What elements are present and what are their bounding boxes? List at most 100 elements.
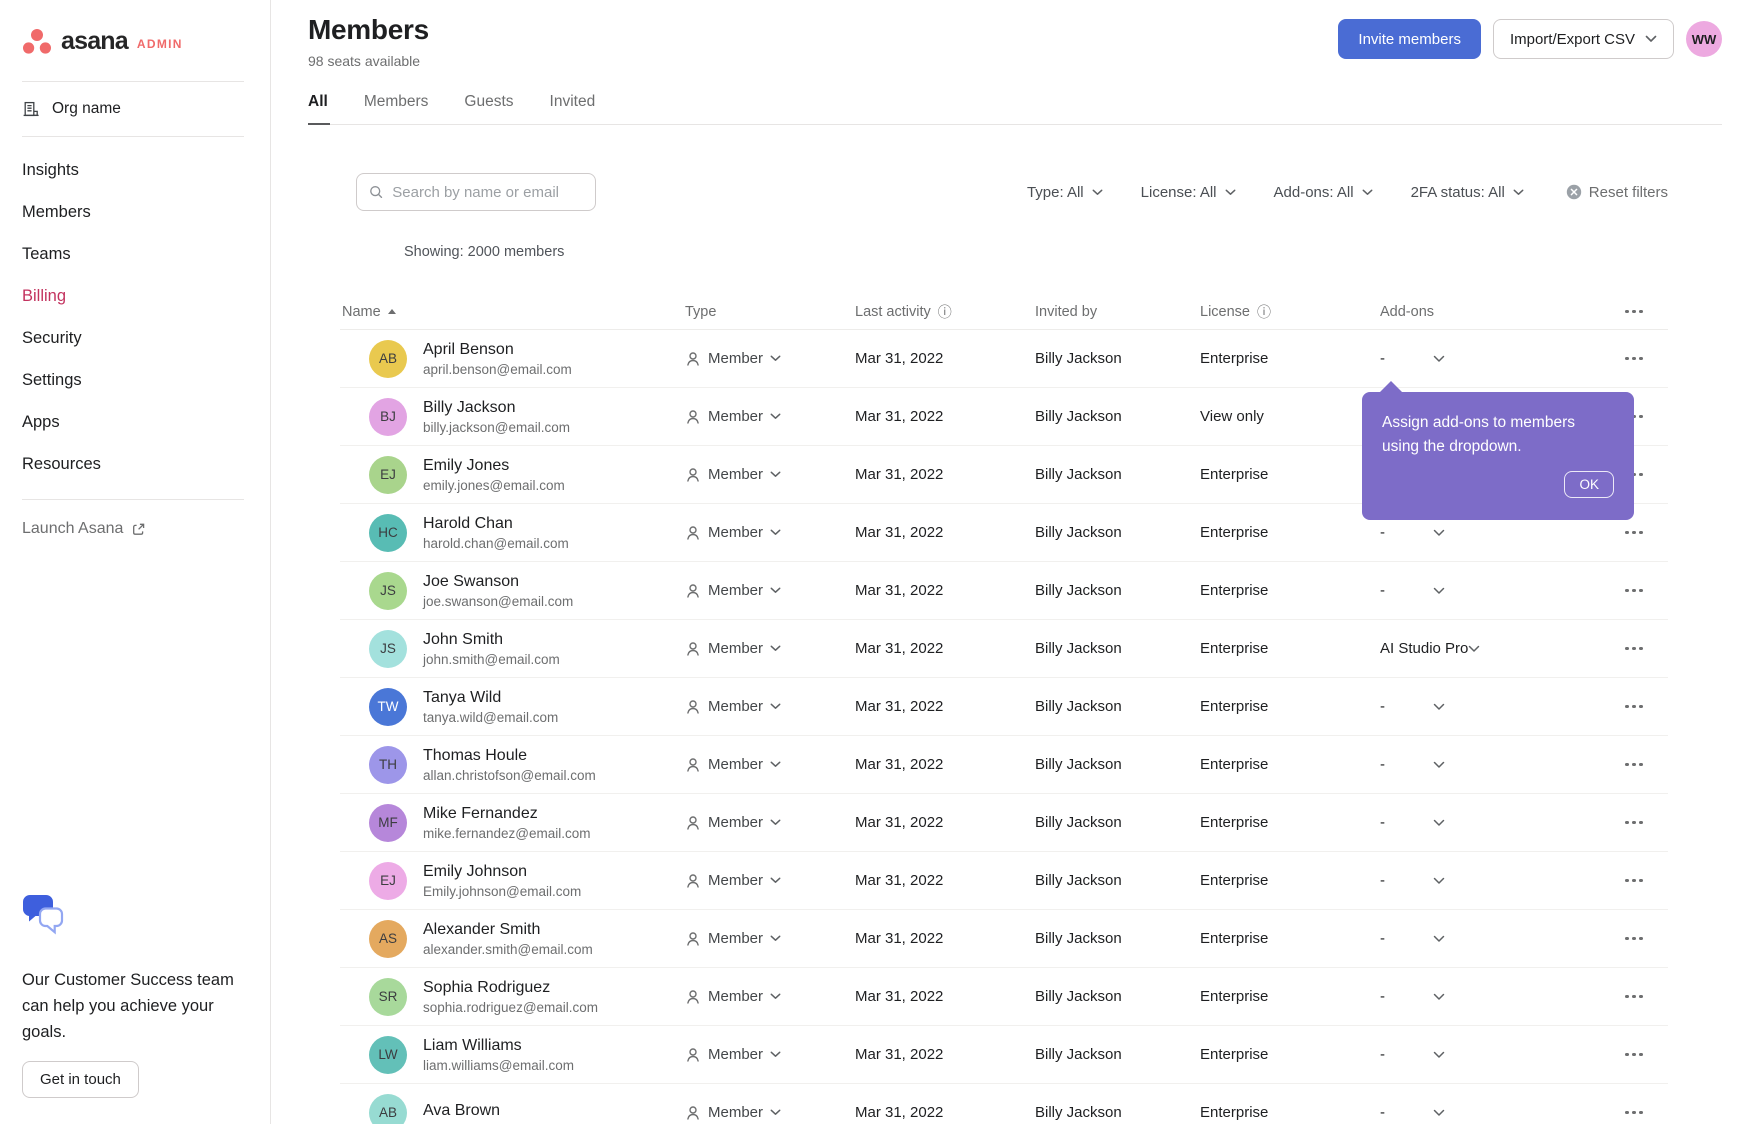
chevron-down-icon (1513, 189, 1524, 196)
sidebar-item-security[interactable]: Security (22, 328, 82, 347)
invited-by-cell: Billy Jackson (1035, 988, 1122, 1005)
addons-dropdown[interactable]: - (1380, 756, 1600, 773)
chevron-down-icon (1433, 761, 1445, 769)
member-email: harold.chan@email.com (423, 535, 569, 551)
addons-dropdown[interactable]: - (1380, 1046, 1600, 1063)
table-row: TH Thomas Houle allan.christofson@email.… (340, 736, 1668, 794)
avatar: EJ (369, 861, 407, 900)
addons-dropdown[interactable]: AI Studio Pro (1380, 640, 1600, 657)
invited-by-cell: Billy Jackson (1035, 466, 1122, 483)
info-icon[interactable]: ⓘ (1256, 303, 1271, 320)
type-dropdown[interactable]: Member (685, 640, 855, 657)
sidebar-item-resources[interactable]: Resources (22, 454, 101, 473)
launch-asana-label: Launch Asana (22, 520, 124, 537)
reset-filters-button[interactable]: Reset filters (1566, 184, 1668, 201)
sidebar-item-apps[interactable]: Apps (22, 412, 60, 431)
addons-dropdown[interactable]: - (1380, 814, 1600, 831)
get-in-touch-button[interactable]: Get in touch (22, 1061, 139, 1098)
addons-dropdown[interactable]: - (1380, 872, 1600, 889)
member-email: joe.swanson@email.com (423, 593, 574, 609)
filter-group: Type: All License: All Add-ons: All 2FA … (1027, 184, 1668, 201)
chevron-down-icon (770, 645, 781, 652)
type-dropdown[interactable]: Member (685, 1046, 855, 1063)
addons-dropdown[interactable]: - (1380, 1104, 1600, 1121)
sidebar-item-members[interactable]: Members (22, 202, 91, 221)
row-options-button[interactable] (1621, 641, 1647, 657)
type-dropdown[interactable]: Member (685, 988, 855, 1005)
type-dropdown[interactable]: Member (685, 350, 855, 367)
filter-dropdown[interactable]: Add-ons: All (1274, 184, 1373, 201)
sidebar-item-billing[interactable]: Billing (22, 286, 67, 305)
person-icon (687, 409, 699, 424)
user-avatar[interactable]: WW (1686, 21, 1722, 57)
type-dropdown[interactable]: Member (685, 582, 855, 599)
type-dropdown[interactable]: Member (685, 756, 855, 773)
type-dropdown[interactable]: Member (685, 872, 855, 889)
tooltip-ok-button[interactable]: OK (1564, 471, 1614, 498)
header-actions: Invite members Import/Export CSV WW (1338, 14, 1722, 59)
sidebar-item-teams[interactable]: Teams (22, 244, 71, 263)
addons-dropdown[interactable]: - (1380, 988, 1600, 1005)
addons-dropdown[interactable]: - (1380, 350, 1600, 367)
license-cell: Enterprise (1200, 930, 1269, 947)
type-dropdown[interactable]: Member (685, 524, 855, 541)
table-options-button[interactable] (1621, 304, 1647, 320)
addons-dropdown[interactable]: - (1380, 698, 1600, 715)
row-options-button[interactable] (1621, 525, 1647, 541)
row-options-button[interactable] (1621, 1105, 1647, 1121)
table-row: AS Alexander Smith alexander.smith@email… (340, 910, 1668, 968)
chevron-down-icon (770, 703, 781, 710)
row-options-button[interactable] (1621, 699, 1647, 715)
license-cell: Enterprise (1200, 582, 1269, 599)
person-icon (687, 873, 699, 888)
row-options-button[interactable] (1621, 757, 1647, 773)
column-header-name[interactable]: Name (340, 304, 685, 320)
import-export-csv-button[interactable]: Import/Export CSV (1492, 19, 1674, 59)
tab-members[interactable]: Members (363, 93, 429, 110)
row-options-button[interactable] (1621, 873, 1647, 889)
type-dropdown[interactable]: Member (685, 814, 855, 831)
divider (22, 499, 244, 500)
sidebar-item-insights[interactable]: Insights (22, 160, 79, 179)
asana-logo: asana ADMIN (0, 0, 270, 81)
sidebar-item-settings[interactable]: Settings (22, 370, 82, 389)
org-selector[interactable]: Org name (0, 82, 270, 136)
invite-members-button[interactable]: Invite members (1338, 19, 1481, 59)
chevron-down-icon (1468, 645, 1480, 653)
addons-dropdown[interactable]: - (1380, 930, 1600, 947)
sidebar-item-launch-asana[interactable]: Launch Asana (0, 500, 270, 558)
type-dropdown[interactable]: Member (685, 1104, 855, 1121)
person-icon (687, 583, 699, 598)
addons-dropdown[interactable]: - (1380, 582, 1600, 599)
type-dropdown[interactable]: Member (685, 698, 855, 715)
license-cell: Enterprise (1200, 1046, 1269, 1063)
row-options-button[interactable] (1621, 815, 1647, 831)
filter-dropdown[interactable]: 2FA status: All (1411, 184, 1524, 201)
chevron-down-icon (1362, 189, 1373, 196)
invited-by-cell: Billy Jackson (1035, 930, 1122, 947)
member-email: john.smith@email.com (423, 651, 560, 667)
row-options-button[interactable] (1621, 931, 1647, 947)
addons-dropdown[interactable]: - (1380, 524, 1600, 541)
type-dropdown[interactable]: Member (685, 466, 855, 483)
row-options-button[interactable] (1621, 989, 1647, 1005)
chevron-down-icon (1433, 819, 1445, 827)
customer-success-panel: Our Customer Success team can help you a… (22, 894, 234, 1098)
filter-dropdown[interactable]: License: All (1141, 184, 1236, 201)
search-input[interactable] (392, 183, 583, 201)
member-name: Thomas Houle (423, 746, 528, 764)
type-dropdown[interactable]: Member (685, 408, 855, 425)
tab-all[interactable]: All (308, 93, 330, 125)
tab-guests[interactable]: Guests (464, 93, 514, 110)
tooltip-text: Assign add-ons to members using the drop… (1382, 414, 1575, 455)
chevron-down-icon (770, 413, 781, 420)
type-dropdown[interactable]: Member (685, 930, 855, 947)
row-options-button[interactable] (1621, 583, 1647, 599)
info-icon[interactable]: ⓘ (937, 303, 952, 320)
row-options-button[interactable] (1621, 1047, 1647, 1063)
filter-dropdown[interactable]: Type: All (1027, 184, 1103, 201)
row-options-button[interactable] (1621, 351, 1647, 367)
license-cell: Enterprise (1200, 814, 1269, 831)
import-export-label: Import/Export CSV (1509, 30, 1635, 48)
tab-invited[interactable]: Invited (549, 93, 596, 110)
